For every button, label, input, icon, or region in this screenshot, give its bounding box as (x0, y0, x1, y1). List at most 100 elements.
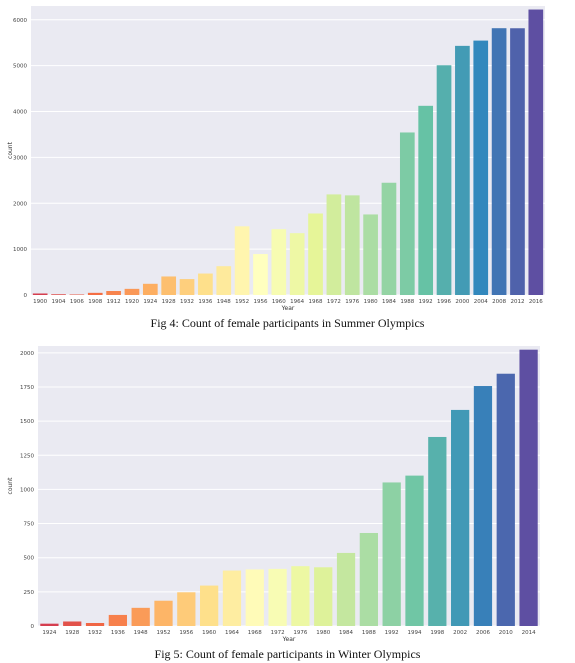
x-tick-label: 2006 (476, 630, 490, 636)
x-tick-label: 1906 (70, 299, 84, 305)
x-tick-label: 2012 (510, 299, 524, 305)
x-tick-label: 1964 (290, 299, 304, 305)
bar-1936 (108, 614, 127, 626)
bar-1988 (359, 532, 378, 626)
bar-1936 (198, 273, 213, 295)
x-tick-label: 1996 (437, 299, 451, 305)
bar-1906 (69, 294, 85, 295)
x-tick-label: 1932 (180, 299, 194, 305)
bar-2002 (451, 409, 470, 626)
bar-1976 (291, 566, 310, 626)
x-tick-label: 1920 (125, 299, 139, 305)
x-tick-label: 1988 (400, 299, 414, 305)
bar-1968 (245, 569, 264, 626)
y-tick-label: 1000 (13, 247, 27, 253)
y-tick-label: 2000 (13, 201, 27, 207)
bar-1924 (40, 623, 59, 626)
y-axis-label: count (7, 477, 14, 495)
x-tick-label: 1988 (362, 630, 376, 636)
x-tick-label: 1928 (162, 299, 176, 305)
y-tick-label: 750 (24, 522, 35, 528)
x-tick-label: 1964 (225, 630, 239, 636)
winter-chart-caption: Fig 5: Count of female participants in W… (154, 647, 421, 661)
bar-1972 (326, 194, 342, 295)
bar-1924 (142, 283, 158, 295)
bar-2010 (496, 373, 515, 626)
x-tick-label: 2000 (455, 299, 469, 305)
bar-1996 (436, 65, 452, 295)
bar-1984 (336, 552, 356, 626)
x-tick-label: 1984 (339, 630, 353, 636)
y-tick-label: 1250 (20, 453, 34, 459)
y-tick-label: 5000 (13, 64, 27, 70)
bar-1980 (314, 567, 333, 626)
bar-1952 (154, 600, 173, 626)
bar-1984 (381, 182, 397, 295)
x-tick-label: 1912 (107, 299, 121, 305)
summer-olympics-figure: 0 1000 2000 3000 4000 5000 6000 1900 1904 1906 190… (7, 6, 545, 330)
x-tick-label: 1908 (88, 299, 102, 305)
x-tick-label: 1948 (217, 299, 231, 305)
bar-2014 (519, 349, 538, 626)
bar-1968 (308, 213, 323, 295)
x-tick-label: 1960 (202, 630, 216, 636)
bar-1992 (382, 482, 401, 626)
y-tick-label: 500 (24, 556, 35, 562)
x-axis-label: Year (282, 636, 296, 643)
bar-1980 (363, 214, 378, 295)
y-tick-label: 1750 (20, 385, 34, 391)
x-tick-label: 1994 (408, 630, 422, 636)
bar-2012 (510, 28, 525, 295)
bar-1904 (51, 294, 66, 295)
y-tick-label: 3000 (13, 155, 27, 161)
x-tick-label: 1968 (309, 299, 323, 305)
x-tick-label: 1960 (272, 299, 286, 305)
bar-2000 (455, 45, 470, 296)
y-axis-label: count (7, 141, 14, 159)
y-tick-label: 250 (24, 590, 35, 596)
x-axis-label: Year (281, 305, 295, 312)
y-tick-label: 2000 (20, 351, 34, 357)
bar-1992 (418, 105, 434, 296)
x-tick-label: 1936 (111, 630, 125, 636)
y-tick-label: 1500 (20, 419, 34, 425)
x-tick-label: 1948 (134, 630, 148, 636)
bar-1956 (177, 592, 196, 626)
x-tick-label: 1984 (382, 299, 396, 305)
bar-1928 (161, 276, 177, 295)
bar-1908 (87, 292, 103, 295)
summer-chart-caption: Fig 4: Count of female participants in S… (150, 316, 425, 330)
bar-2004 (473, 40, 489, 295)
x-tick-label: 1904 (52, 299, 66, 305)
x-tick-label: 1952 (157, 630, 171, 636)
y-tick-label: 0 (24, 293, 28, 299)
bar-1948 (216, 266, 232, 295)
x-tick-label: 1998 (430, 630, 444, 636)
x-tick-label: 1924 (143, 299, 157, 305)
x-tick-label: 1900 (33, 299, 47, 305)
x-tick-label: 1952 (235, 299, 249, 305)
y-tick-label: 6000 (13, 18, 27, 24)
x-tick-label: 1976 (345, 299, 359, 305)
bar-1956 (253, 254, 268, 295)
x-tick-label: 1956 (253, 299, 267, 305)
bar-2016 (528, 9, 544, 295)
x-tick-label: 1980 (364, 299, 378, 305)
x-tick-label: 2004 (474, 299, 488, 305)
bar-1952 (234, 226, 250, 295)
bar-1998 (428, 436, 447, 626)
x-tick-label: 1992 (419, 299, 433, 305)
x-tick-label: 2002 (453, 630, 467, 636)
y-tick-label: 1000 (20, 487, 34, 493)
winter-olympics-figure: 0 250 500 750 1000 1250 1500 1750 2000 1924 1928 19… (0, 340, 575, 663)
x-tick-label: 2016 (529, 299, 543, 305)
bar-1928 (63, 621, 82, 626)
y-tick-label: 4000 (13, 110, 27, 116)
x-tick-label: 1976 (293, 630, 307, 636)
bar-2008 (491, 28, 507, 295)
x-tick-label: 1968 (248, 630, 262, 636)
bar-1972 (268, 568, 287, 626)
bar-1964 (289, 233, 305, 295)
bar-1920 (124, 288, 140, 295)
x-tick-label: 1932 (88, 630, 102, 636)
